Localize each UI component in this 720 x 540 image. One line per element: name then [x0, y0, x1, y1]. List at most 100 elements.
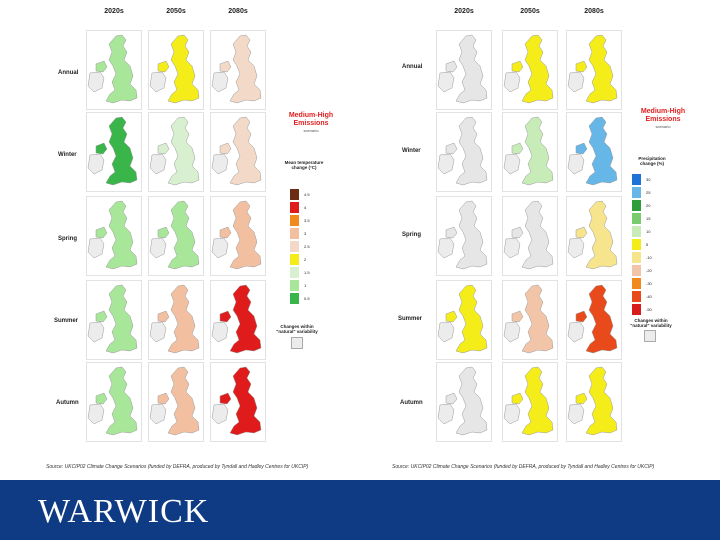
legend-swatch: [290, 267, 299, 278]
precipitation-panel: 2020s 2050s 2080s Annual Winter Spring S…: [392, 8, 692, 478]
map-cell: [502, 362, 558, 442]
legend-swatch: [632, 226, 641, 237]
legend-item: 0.5: [290, 293, 340, 306]
row-label: Annual: [58, 70, 79, 76]
map-cell: [210, 196, 266, 276]
variability-label: Changes within "natural" variability: [630, 318, 672, 328]
legend-item: 1: [290, 280, 340, 293]
legend-item: -40: [632, 291, 682, 304]
legend-item: 3.5: [290, 215, 340, 228]
temperature-panel: 2020s 2050s 2080s Annual Winter Spring S…: [40, 8, 355, 478]
map-cell: [566, 112, 622, 192]
legend-title: Precipitation change (%): [638, 156, 666, 166]
legend-swatch: [632, 252, 641, 263]
legend-swatch: [632, 200, 641, 211]
column-header: 2080s: [584, 8, 604, 15]
scenario-subtitle: scenario: [655, 124, 671, 129]
legend-swatch: [290, 202, 299, 213]
legend-label: 0.5: [304, 296, 310, 301]
legend-swatch: [290, 280, 299, 291]
legend-item: -20: [632, 265, 682, 278]
column-header: 2050s: [520, 8, 540, 15]
legend-label: 1: [304, 283, 307, 288]
map-cell: [210, 362, 266, 442]
legend-label: -50: [646, 307, 652, 312]
legend-label: 3: [304, 231, 307, 236]
legend-swatch: [632, 278, 641, 289]
legend-swatch: [290, 189, 299, 200]
legend-item: 3: [290, 228, 340, 241]
map-cell: [566, 362, 622, 442]
map-cell: [566, 280, 622, 360]
legend-swatch: [632, 291, 641, 302]
map-cell: [86, 196, 142, 276]
variability-swatch: [291, 337, 303, 349]
map-cell: [566, 196, 622, 276]
legend-swatch: [632, 187, 641, 198]
row-label: Winter: [402, 148, 421, 154]
map-cell: [86, 280, 142, 360]
legend-label: -20: [646, 268, 652, 273]
variability-label: Changes within "natural" variability: [276, 324, 318, 334]
scenario-subtitle: scenario: [303, 128, 319, 133]
legend-label: 4: [304, 205, 307, 210]
legend-swatch: [632, 213, 641, 224]
scenario-title: Medium-High Emissions: [640, 108, 686, 123]
map-cell: [86, 362, 142, 442]
scenario-title: Medium-High Emissions: [288, 112, 334, 127]
footer-bar: WARWICK: [0, 480, 720, 540]
row-label: Summer: [398, 316, 423, 322]
legend-item: 4: [290, 202, 340, 215]
map-cell: [148, 196, 204, 276]
legend-label: 1.5: [304, 270, 310, 275]
source-note: Source: UKCIP02 Climate Change Scenarios…: [392, 464, 655, 470]
legend-label: 3.5: [304, 218, 310, 223]
legend-item: 10: [632, 226, 682, 239]
map-cell: [210, 280, 266, 360]
source-note: Source: UKCIP02 Climate Change Scenarios…: [46, 464, 309, 470]
legend-label: 2.5: [304, 244, 310, 249]
legend-swatch: [290, 215, 299, 226]
row-label: Autumn: [400, 400, 423, 406]
legend-swatch: [632, 304, 641, 315]
row-label: Winter: [58, 152, 77, 158]
legend-item: -30: [632, 278, 682, 291]
legend-title: Mean temperature change (°C): [284, 160, 324, 170]
row-label: Summer: [54, 318, 79, 324]
map-cell: [502, 280, 558, 360]
legend-item: 15: [632, 213, 682, 226]
map-cell: [436, 362, 492, 442]
legend-label: 10: [646, 229, 651, 234]
legend-swatch: [632, 239, 641, 250]
map-cell: [436, 112, 492, 192]
legend-item: -50: [632, 304, 682, 317]
map-cell: [148, 280, 204, 360]
legend-swatch: [290, 254, 299, 265]
legend-label: 30: [646, 177, 651, 182]
column-header: 2020s: [104, 8, 124, 15]
legend-label: 25: [646, 190, 651, 195]
legend-swatch: [290, 241, 299, 252]
map-cell: [148, 362, 204, 442]
map-cell: [148, 30, 204, 110]
map-cell: [86, 112, 142, 192]
map-cell: [436, 30, 492, 110]
legend-label: -30: [646, 281, 652, 286]
legend-label: 4.5: [304, 192, 310, 197]
column-header: 2080s: [228, 8, 248, 15]
map-cell: [86, 30, 142, 110]
row-label: Annual: [402, 64, 423, 70]
legend-label: 20: [646, 203, 651, 208]
legend-label: 2: [304, 257, 307, 262]
map-cell: [436, 196, 492, 276]
legend-label: 5: [646, 242, 649, 247]
legend-swatch: [632, 265, 641, 276]
row-label: Autumn: [56, 400, 79, 406]
legend-item: 2: [290, 254, 340, 267]
row-label: Spring: [58, 236, 77, 242]
legend-item: 5: [632, 239, 682, 252]
variability-swatch: [644, 330, 656, 342]
map-cell: [148, 112, 204, 192]
row-label: Spring: [402, 232, 421, 238]
legend-item: 30: [632, 174, 682, 187]
